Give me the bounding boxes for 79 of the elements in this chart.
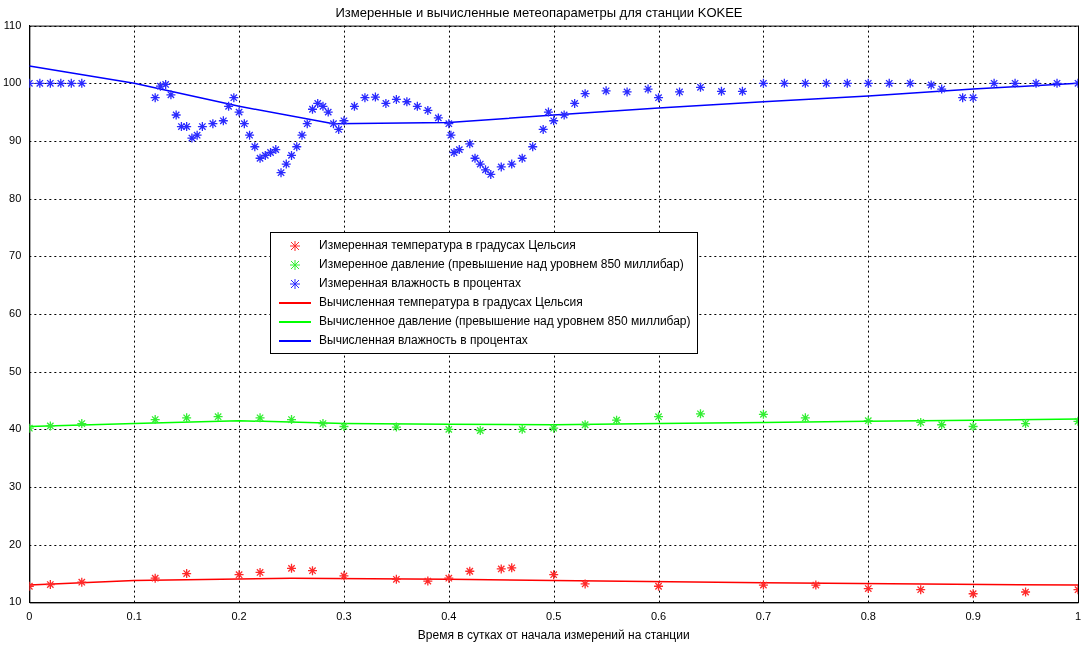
point xyxy=(76,418,87,429)
point xyxy=(464,566,475,577)
point xyxy=(443,424,454,435)
point xyxy=(1020,418,1031,429)
point xyxy=(936,419,947,430)
point xyxy=(233,569,245,580)
point xyxy=(212,411,224,422)
y-tick-label: 40 xyxy=(9,422,22,435)
x-tick-label: 0.8 xyxy=(860,610,876,623)
point xyxy=(391,421,402,433)
point xyxy=(506,562,517,573)
point xyxy=(863,583,874,594)
y-tick-label: 80 xyxy=(9,191,22,204)
point xyxy=(579,419,591,430)
y-tick-label: 70 xyxy=(9,249,22,262)
point xyxy=(579,578,591,590)
y-tick-label: 10 xyxy=(9,595,22,608)
point xyxy=(443,573,454,584)
point xyxy=(150,414,161,425)
x-tick-label: 0.2 xyxy=(231,610,247,623)
y-tick-label: 60 xyxy=(9,307,22,320)
point xyxy=(653,411,664,422)
point xyxy=(611,414,622,426)
point xyxy=(758,579,769,591)
point xyxy=(338,570,350,582)
legend-label: Вычисленное давление (превышение над уровнем 850 миллибар) xyxy=(319,313,691,330)
x-tick-label: 0 xyxy=(26,610,33,623)
legend-label: Измеренная влажность в процентах xyxy=(319,275,521,292)
point xyxy=(695,408,706,419)
point xyxy=(548,423,559,434)
point xyxy=(45,579,56,590)
point xyxy=(1020,586,1031,598)
x-axis-title: Время в сутках от начала измерений на станции xyxy=(417,628,690,643)
point xyxy=(317,418,329,429)
x-tick-label: 0.5 xyxy=(546,610,562,623)
point xyxy=(548,569,559,580)
y-tick-label: 30 xyxy=(9,480,22,493)
point xyxy=(254,567,266,578)
chart-title: Измеренные и вычисленные метеопараметры для станции KOKEE xyxy=(335,5,743,21)
point xyxy=(45,420,56,432)
x-tick-label: 1 xyxy=(1074,610,1082,623)
x-tick-label: 0.4 xyxy=(441,610,457,623)
x-tick-label: 0.1 xyxy=(126,610,142,623)
point xyxy=(76,577,87,588)
y-tick-label: 20 xyxy=(9,537,22,550)
y-tick-label: 50 xyxy=(9,364,22,377)
point xyxy=(286,414,297,425)
point xyxy=(286,563,297,574)
point xyxy=(517,424,528,435)
point xyxy=(967,421,979,432)
point xyxy=(391,574,402,585)
legend-label: Измеренная температура в градусах Цельсия xyxy=(319,237,576,254)
point xyxy=(863,415,874,426)
point xyxy=(181,568,192,579)
x-tick-label: 0.7 xyxy=(755,610,772,623)
point xyxy=(307,565,318,576)
x-tick-label: 0.6 xyxy=(650,610,667,623)
point xyxy=(915,417,926,428)
point xyxy=(475,425,486,436)
point xyxy=(967,588,979,599)
y-tick-label: 100 xyxy=(2,76,22,89)
point xyxy=(150,573,161,584)
point xyxy=(181,412,192,423)
y-tick-label: 110 xyxy=(3,18,22,31)
point xyxy=(338,421,350,432)
point xyxy=(496,563,507,575)
legend-label: Вычисленная температура в градусах Цельсия xyxy=(319,294,583,311)
point xyxy=(254,412,266,423)
y-tick-label: 90 xyxy=(9,133,22,146)
point xyxy=(422,575,433,587)
x-tick-label: 0.9 xyxy=(965,610,981,623)
x-tick-label: 0.3 xyxy=(336,610,352,623)
point xyxy=(800,412,811,423)
point xyxy=(810,579,821,591)
point xyxy=(653,581,664,592)
point xyxy=(915,584,926,595)
legend-label: Измеренное давление (превышение над уровнем 850 миллибар) xyxy=(319,256,684,273)
point xyxy=(758,409,769,420)
legend-label: Вычисленная влажность в процентах xyxy=(319,332,528,349)
